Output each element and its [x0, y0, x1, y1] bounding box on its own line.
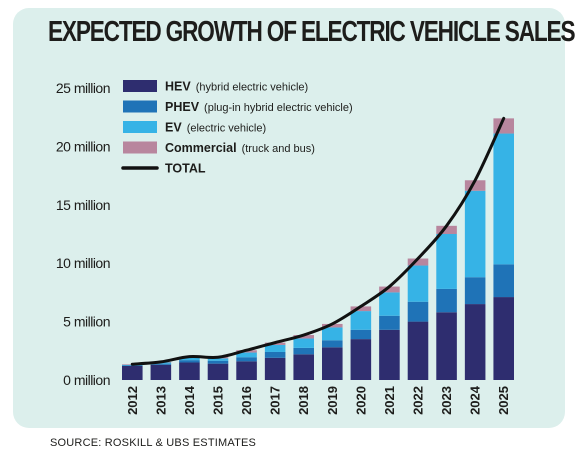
- legend-entry: HEV (hybrid electric vehicle): [165, 80, 308, 94]
- bar-phev-2024: [464, 277, 486, 305]
- bar-ev-2025: [493, 133, 514, 265]
- bar-phev-2013: [150, 363, 172, 365]
- x-tick-label: 2021: [382, 386, 397, 415]
- bar-phev-2014: [179, 360, 200, 363]
- bar-ev-2019: [322, 327, 343, 341]
- x-tick-label: 2015: [211, 386, 226, 415]
- bar-hev-2021: [379, 329, 400, 380]
- source-note: SOURCE: ROSKILL & UBS ESTIMATES: [50, 437, 257, 449]
- legend-swatch-hev: [123, 80, 157, 92]
- bar-phev-2021: [379, 315, 400, 330]
- bar-hev-2018: [293, 354, 314, 380]
- bar-hev-2014: [179, 362, 200, 380]
- y-tick-label: 5 million: [63, 314, 110, 330]
- legend-entry: PHEV (plug-in hybrid electric vehicle): [165, 100, 353, 114]
- x-tick-label: 2019: [325, 386, 340, 415]
- x-tick-label: 2013: [153, 386, 168, 415]
- x-axis: 2012 2013 2014 2015 2016 2017 2018 2019 2020 2021…: [125, 385, 511, 415]
- chart-title: EXPECTED GROWTH OF ELECTRIC VEHICLE SALE…: [48, 16, 576, 48]
- bar-commercial-2023: [436, 225, 457, 234]
- bar-commercial-2020: [350, 306, 372, 312]
- legend-swatch-commercial: [123, 141, 157, 154]
- legend-entry: EV (electric vehicle): [165, 121, 266, 135]
- bar-hev-2016: [236, 361, 257, 380]
- x-tick-label: 2020: [353, 386, 368, 415]
- x-tick-label: 2023: [439, 386, 454, 415]
- legend: HEV (hybrid electric vehicle) PHEV (plug-in…: [121, 80, 353, 176]
- y-tick-label: 20 million: [56, 138, 110, 154]
- legend-description: (electric vehicle): [187, 123, 266, 135]
- bar-ev-2015: [207, 358, 229, 361]
- bar-ev-2022: [407, 265, 429, 302]
- legend-label: HEV: [165, 80, 191, 94]
- bar-phev-2023: [436, 288, 457, 313]
- bar-ev-2024: [464, 190, 486, 278]
- bars: [122, 118, 514, 380]
- bar-hev-2022: [407, 321, 429, 380]
- bar-hev-2024: [464, 304, 486, 380]
- x-tick-label: 2016: [239, 386, 254, 415]
- y-tick-label: 15 million: [56, 197, 110, 213]
- x-tick-label: 2022: [411, 386, 426, 415]
- bar-commercial-2018: [293, 335, 314, 339]
- bar-commercial-2022: [407, 258, 429, 266]
- bar-commercial-2021: [379, 286, 400, 293]
- legend-label: Commercial: [165, 141, 237, 155]
- bar-phev-2025: [493, 264, 514, 298]
- y-tick-label: 0 million: [63, 372, 110, 388]
- x-tick-label: 2024: [468, 385, 483, 415]
- bar-hev-2017: [264, 357, 286, 380]
- legend-label: TOTAL: [165, 162, 206, 176]
- total-line: [130, 116, 506, 366]
- legend-swatch-phev: [123, 100, 157, 113]
- bar-commercial-2019: [322, 323, 343, 328]
- legend-entry: TOTAL: [165, 162, 206, 176]
- bar-ev-2020: [350, 311, 372, 330]
- bar-hev-2012: [122, 365, 143, 380]
- legend-description: (truck and bus): [242, 143, 315, 155]
- bar-hev-2025: [493, 297, 514, 380]
- legend-description: (plug-in hybrid electric vehicle): [204, 102, 353, 114]
- x-tick-label: 2017: [268, 386, 283, 415]
- legend-entry: Commercial (truck and bus): [165, 141, 315, 155]
- bar-ev-2016: [236, 352, 257, 358]
- bar-hev-2015: [207, 363, 229, 380]
- legend-label: PHEV: [165, 100, 200, 114]
- y-axis: 0 million 5 million 10 million 15 million 20…: [56, 80, 111, 388]
- bar-phev-2018: [293, 347, 314, 355]
- bar-ev-2023: [436, 234, 457, 289]
- bar-phev-2020: [350, 329, 372, 340]
- bar-hev-2013: [150, 364, 172, 380]
- bar-ev-2017: [264, 344, 286, 352]
- total-layer: [130, 116, 506, 366]
- bar-phev-2019: [322, 340, 343, 348]
- bar-hev-2019: [322, 347, 343, 380]
- x-tick-label: 2014: [182, 385, 197, 415]
- y-tick-label: 10 million: [56, 255, 110, 271]
- y-tick-label: 25 million: [56, 80, 110, 96]
- legend-description: (hybrid electric vehicle): [196, 82, 308, 94]
- bar-ev-2018: [293, 338, 314, 348]
- bar-phev-2015: [207, 360, 229, 364]
- bar-ev-2014: [179, 357, 200, 361]
- bar-phev-2016: [236, 357, 257, 362]
- bar-hev-2020: [350, 339, 372, 380]
- x-tick-label: 2025: [496, 386, 511, 415]
- x-tick-label: 2018: [296, 386, 311, 415]
- bar-commercial-2024: [464, 180, 486, 191]
- bar-phev-2022: [407, 301, 429, 322]
- x-tick-label: 2012: [125, 386, 140, 415]
- legend-label: EV: [165, 121, 182, 135]
- bar-phev-2017: [264, 351, 286, 358]
- bar-ev-2021: [379, 292, 400, 316]
- bar-hev-2023: [436, 312, 457, 380]
- legend-swatch-ev: [123, 121, 157, 133]
